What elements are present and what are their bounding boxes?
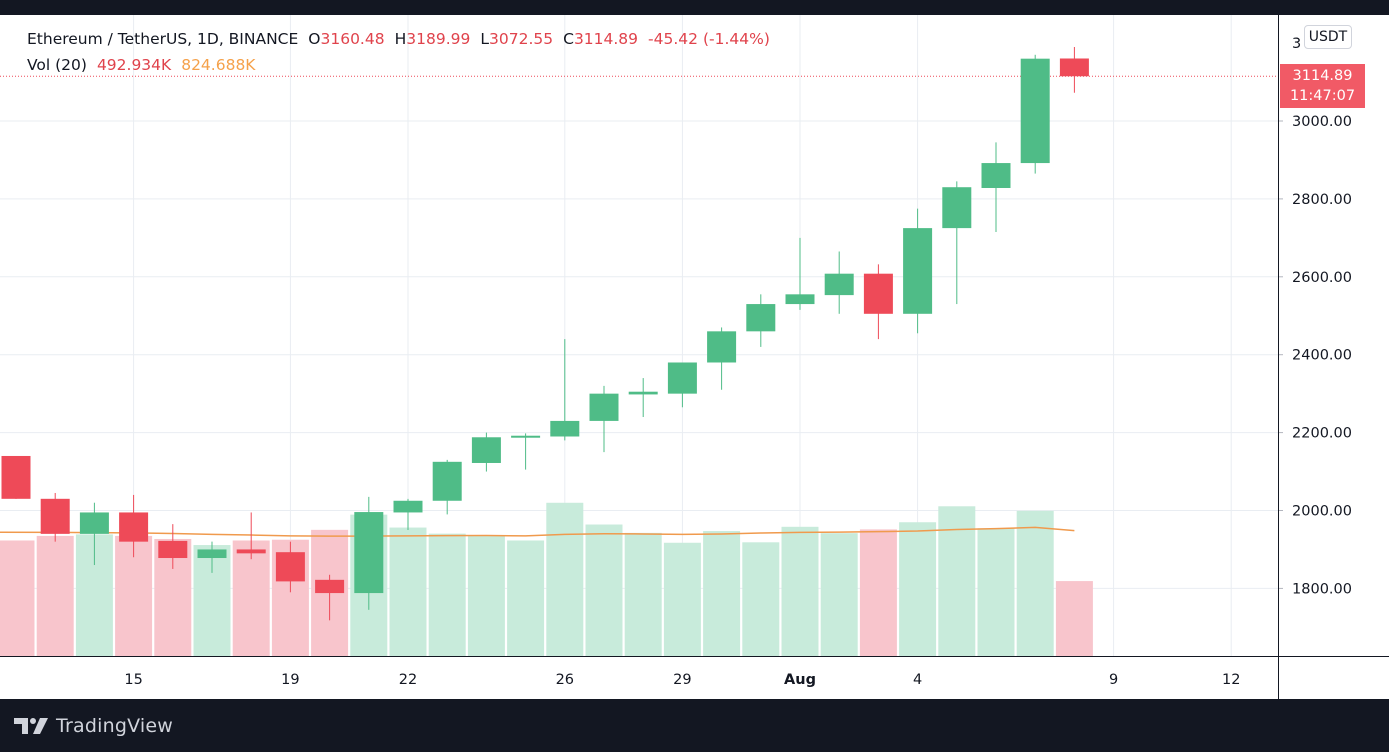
x-tick-label: 19 xyxy=(281,672,299,688)
volume-bar xyxy=(1055,581,1093,656)
volume-bar xyxy=(820,533,858,656)
chart-legend: Ethereum / TetherUS, 1D, BINANCE O 3160.4… xyxy=(27,26,770,78)
volume-bar xyxy=(938,506,976,656)
candle-body[interactable] xyxy=(197,549,227,559)
candle-body[interactable] xyxy=(824,273,854,296)
y-tick-label: 3000.00 xyxy=(1292,114,1352,130)
y-tick-label: 3 xyxy=(1292,36,1301,52)
volume-bar xyxy=(428,533,466,656)
brand-name: TradingView xyxy=(56,715,173,737)
candle-body[interactable] xyxy=(119,512,149,542)
time-axis-background[interactable] xyxy=(0,656,1389,699)
tradingview-logo-icon xyxy=(14,718,48,734)
candle-body[interactable] xyxy=(707,331,737,363)
x-tick-label: 12 xyxy=(1222,672,1240,688)
volume-bar xyxy=(742,542,780,656)
legend-change: -45.42 (-1.44%) xyxy=(648,30,770,48)
x-tick-label: 4 xyxy=(913,672,922,688)
candle-body[interactable] xyxy=(354,512,384,594)
candle-body[interactable] xyxy=(746,304,776,332)
x-tick-label: 22 xyxy=(399,672,417,688)
candle-body[interactable] xyxy=(315,579,345,594)
legend-ohlc-row: Ethereum / TetherUS, 1D, BINANCE O 3160.4… xyxy=(27,26,770,52)
candle-body[interactable] xyxy=(550,420,580,437)
legend-volume-label[interactable]: Vol (20) xyxy=(27,56,87,74)
volume-ma-line xyxy=(0,526,1075,537)
y-tick-label: 2000.00 xyxy=(1292,504,1352,520)
legend-low-value: 3072.55 xyxy=(489,30,554,48)
volume-bar xyxy=(977,528,1015,656)
volume-bar xyxy=(389,527,427,656)
y-tick-label: 2200.00 xyxy=(1292,426,1352,442)
candle-body[interactable] xyxy=(628,391,658,395)
candle-body[interactable] xyxy=(432,461,462,501)
last-price-label: 3114.89 11:47:07 xyxy=(1280,64,1365,108)
candle-body[interactable] xyxy=(667,362,697,394)
volume-bar xyxy=(546,502,584,656)
volume-bar xyxy=(1016,510,1054,656)
legend-symbol[interactable]: Ethereum / TetherUS, 1D, BINANCE xyxy=(27,30,299,48)
candle-body[interactable] xyxy=(1,455,31,499)
candle-body[interactable] xyxy=(275,552,305,582)
y-tick-label: 2800.00 xyxy=(1292,192,1352,208)
footer-brand[interactable]: TradingView xyxy=(14,712,173,740)
chart-area[interactable]: 1800.00 2000.00 2200.00 2400.00 2600.00 2800.… xyxy=(0,15,1389,699)
x-tick-label: 26 xyxy=(556,672,574,688)
legend-close-value: 3114.89 xyxy=(573,30,639,48)
price-chart[interactable]: 1800.00 2000.00 2200.00 2400.00 2600.00 2800.… xyxy=(0,15,1389,699)
legend-volume-value: 492.934K xyxy=(96,56,172,74)
candle-body[interactable] xyxy=(471,437,501,463)
x-tick-label: Aug xyxy=(784,672,816,688)
bar-countdown: 11:47:07 xyxy=(1289,88,1356,104)
legend-low-label: L xyxy=(480,30,489,48)
x-tick-label: 9 xyxy=(1109,672,1118,688)
volume-bar xyxy=(232,540,270,656)
candle-body[interactable] xyxy=(942,187,972,229)
y-tick-label: 2600.00 xyxy=(1292,270,1352,286)
legend-high-value: 3189.99 xyxy=(406,30,471,48)
volume-bar xyxy=(899,522,937,656)
volume-bar xyxy=(624,532,662,656)
candle-body[interactable] xyxy=(903,228,933,314)
candle-body[interactable] xyxy=(981,163,1011,188)
candle-body[interactable] xyxy=(236,549,266,554)
candle-body[interactable] xyxy=(1059,58,1089,77)
price-axis-background[interactable] xyxy=(1278,15,1389,656)
candle-body[interactable] xyxy=(1020,58,1050,164)
legend-high-label: H xyxy=(394,30,407,48)
volume-bar xyxy=(0,540,35,656)
candle-body[interactable] xyxy=(785,294,815,305)
last-price-value: 3114.89 xyxy=(1292,68,1353,84)
candle-body[interactable] xyxy=(79,512,109,534)
legend-open-label: O xyxy=(308,30,321,48)
legend-volume-ma-value: 824.688K xyxy=(181,56,256,74)
volume-bar xyxy=(36,535,74,656)
currency-button[interactable]: USDT xyxy=(1304,25,1352,49)
legend-close-label: C xyxy=(563,30,574,48)
volume-bar xyxy=(859,529,897,656)
y-tick-label: 2400.00 xyxy=(1292,348,1352,364)
volume-bar xyxy=(507,540,545,656)
candle-body[interactable] xyxy=(511,435,541,438)
volume-bar xyxy=(585,524,623,656)
candle-body[interactable] xyxy=(589,393,619,421)
candle-body[interactable] xyxy=(40,498,70,534)
x-tick-label: 15 xyxy=(124,672,142,688)
volume-bar xyxy=(703,531,741,656)
x-tick-label: 29 xyxy=(673,672,691,688)
candle-body[interactable] xyxy=(393,500,423,513)
legend-open-value: 3160.48 xyxy=(320,30,385,48)
volume-bar xyxy=(467,535,505,656)
y-tick-label: 1800.00 xyxy=(1292,581,1352,597)
volume-bar xyxy=(663,542,701,656)
volume-bar xyxy=(781,526,819,656)
legend-volume-row: Vol (20) 492.934K 824.688K xyxy=(27,52,770,78)
candle-body[interactable] xyxy=(158,540,188,559)
candle-body[interactable] xyxy=(863,273,893,314)
